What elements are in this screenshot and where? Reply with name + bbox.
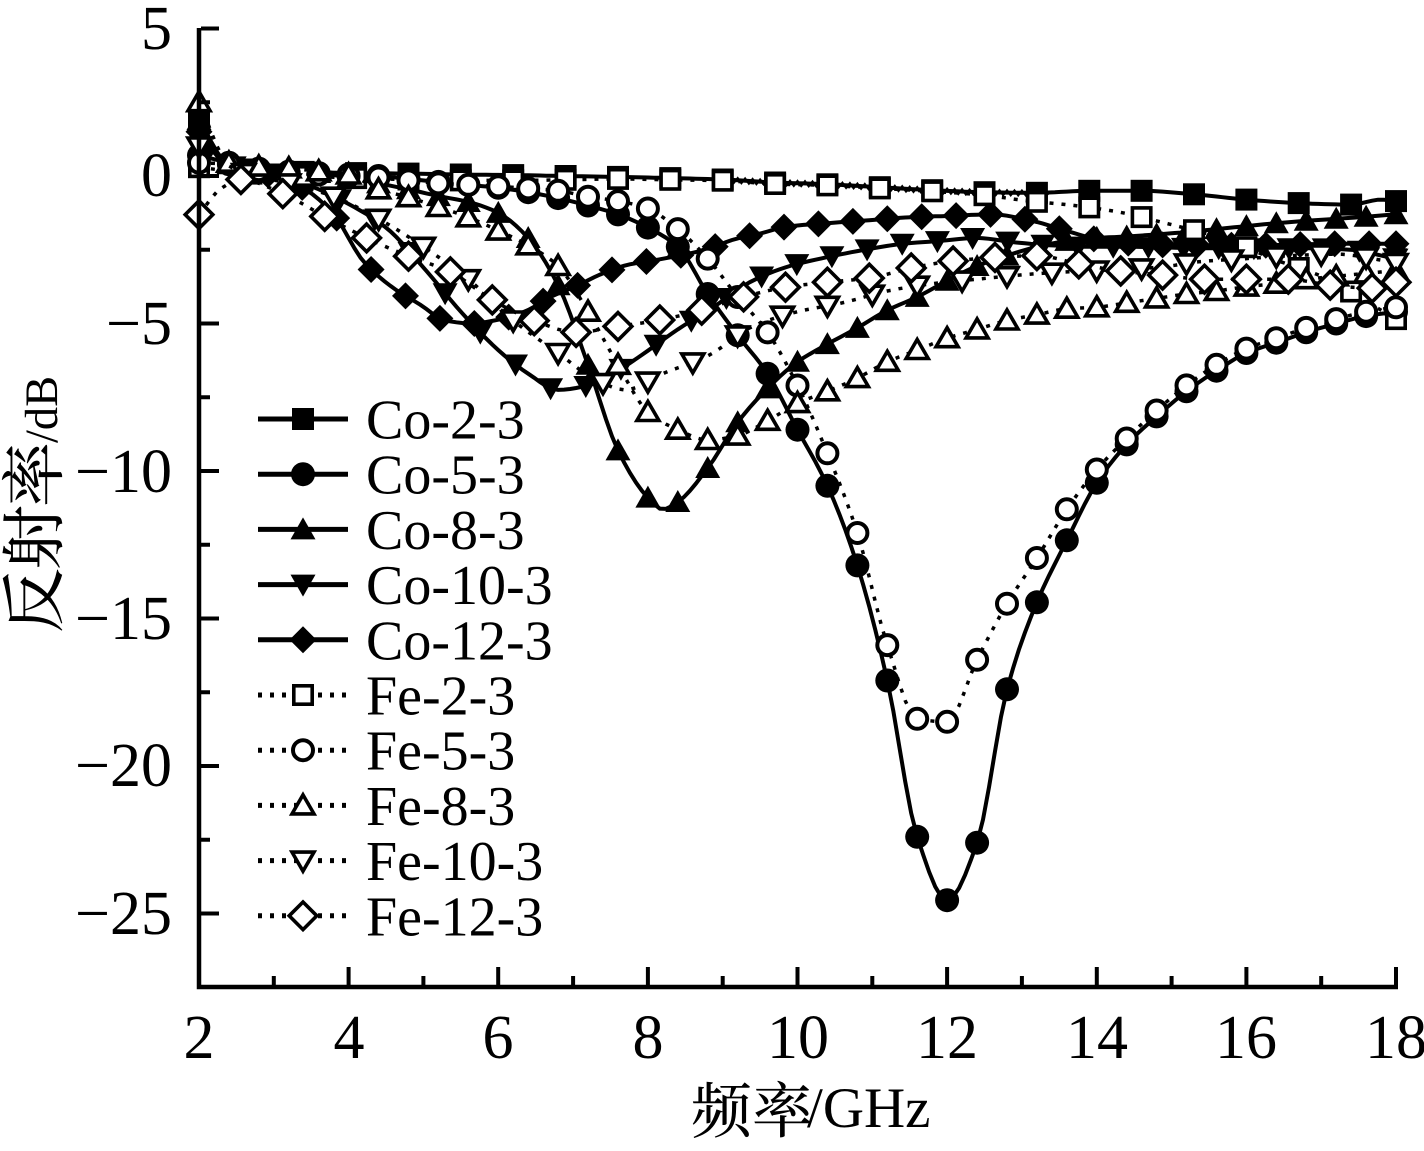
svg-text:14: 14 — [1066, 1004, 1128, 1072]
svg-text:Co-2-3: Co-2-3 — [366, 390, 525, 452]
svg-text:10: 10 — [767, 1004, 829, 1072]
svg-text:Fe-12-3: Fe-12-3 — [366, 886, 543, 948]
svg-text:0: 0 — [141, 142, 172, 210]
svg-text:−20: −20 — [75, 732, 172, 800]
svg-text:6: 6 — [483, 1004, 514, 1072]
svg-text:/dB: /dB — [17, 376, 68, 443]
svg-text:12: 12 — [916, 1004, 978, 1072]
svg-text:Fe-8-3: Fe-8-3 — [366, 776, 515, 838]
svg-text:−10: −10 — [75, 438, 172, 506]
svg-text:/GHz: /GHz — [807, 1077, 930, 1140]
svg-text:Co-12-3: Co-12-3 — [366, 610, 553, 672]
svg-text:−15: −15 — [75, 585, 172, 653]
svg-text:2: 2 — [184, 1004, 215, 1072]
svg-text:4: 4 — [334, 1004, 365, 1072]
svg-text:Fe-5-3: Fe-5-3 — [366, 721, 515, 783]
svg-text:Co-10-3: Co-10-3 — [366, 555, 553, 617]
svg-text:16: 16 — [1215, 1004, 1277, 1072]
svg-text:−25: −25 — [75, 880, 172, 948]
svg-text:Co-8-3: Co-8-3 — [366, 500, 525, 562]
svg-text:−5: −5 — [106, 290, 172, 358]
svg-text:Fe-10-3: Fe-10-3 — [366, 831, 543, 893]
svg-text:Co-5-3: Co-5-3 — [366, 445, 525, 507]
svg-text:Fe-2-3: Fe-2-3 — [366, 666, 515, 728]
svg-text:5: 5 — [141, 0, 172, 63]
svg-text:18: 18 — [1365, 1004, 1424, 1072]
svg-text:8: 8 — [633, 1004, 664, 1072]
